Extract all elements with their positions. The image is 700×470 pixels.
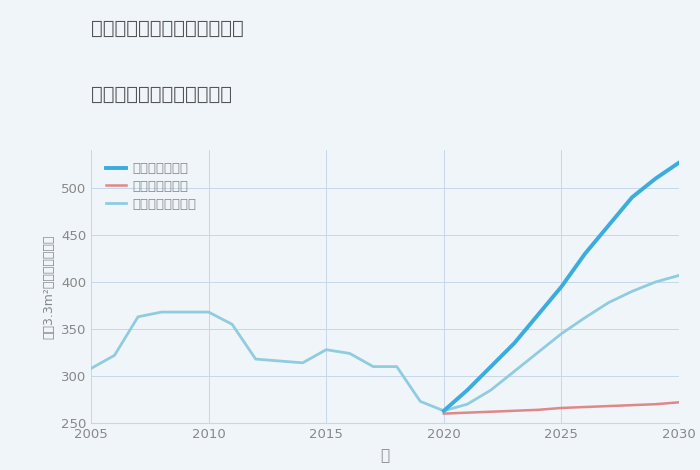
バッドシナリオ (675, 400, 683, 405)
グッドシナリオ (440, 408, 448, 414)
バッドシナリオ (463, 410, 472, 415)
Text: 中古マンションの価格推移: 中古マンションの価格推移 (91, 85, 232, 103)
ノーマルシナリオ (651, 279, 659, 285)
グッドシナリオ (651, 176, 659, 181)
Line: ノーマルシナリオ: ノーマルシナリオ (444, 275, 679, 411)
グッドシナリオ (557, 284, 566, 290)
グッドシナリオ (533, 312, 542, 318)
バッドシナリオ (486, 409, 495, 415)
ノーマルシナリオ (510, 368, 519, 374)
グッドシナリオ (581, 251, 589, 257)
グッドシナリオ (463, 387, 472, 393)
Line: グッドシナリオ: グッドシナリオ (444, 163, 679, 411)
Text: 神奈川県横浜市中区尾上町の: 神奈川県横浜市中区尾上町の (91, 19, 244, 38)
Legend: グッドシナリオ, バッドシナリオ, ノーマルシナリオ: グッドシナリオ, バッドシナリオ, ノーマルシナリオ (104, 160, 199, 213)
ノーマルシナリオ (675, 273, 683, 278)
ノーマルシナリオ (463, 401, 472, 407)
バッドシナリオ (581, 404, 589, 410)
ノーマルシナリオ (533, 350, 542, 355)
ノーマルシナリオ (604, 300, 612, 306)
グッドシナリオ (486, 364, 495, 369)
バッドシナリオ (440, 411, 448, 416)
バッドシナリオ (628, 402, 636, 408)
Line: バッドシナリオ: バッドシナリオ (444, 402, 679, 414)
バッドシナリオ (557, 405, 566, 411)
ノーマルシナリオ (581, 315, 589, 321)
バッドシナリオ (533, 407, 542, 413)
ノーマルシナリオ (440, 408, 448, 414)
グッドシナリオ (628, 195, 636, 200)
グッドシナリオ (604, 223, 612, 228)
X-axis label: 年: 年 (380, 448, 390, 463)
ノーマルシナリオ (486, 387, 495, 393)
ノーマルシナリオ (557, 331, 566, 337)
グッドシナリオ (510, 340, 519, 346)
ノーマルシナリオ (628, 289, 636, 294)
バッドシナリオ (651, 401, 659, 407)
グッドシナリオ (675, 160, 683, 165)
Y-axis label: 坪（3.3m²）単価（万円）: 坪（3.3m²）単価（万円） (42, 235, 55, 339)
バッドシナリオ (604, 403, 612, 409)
バッドシナリオ (510, 408, 519, 414)
